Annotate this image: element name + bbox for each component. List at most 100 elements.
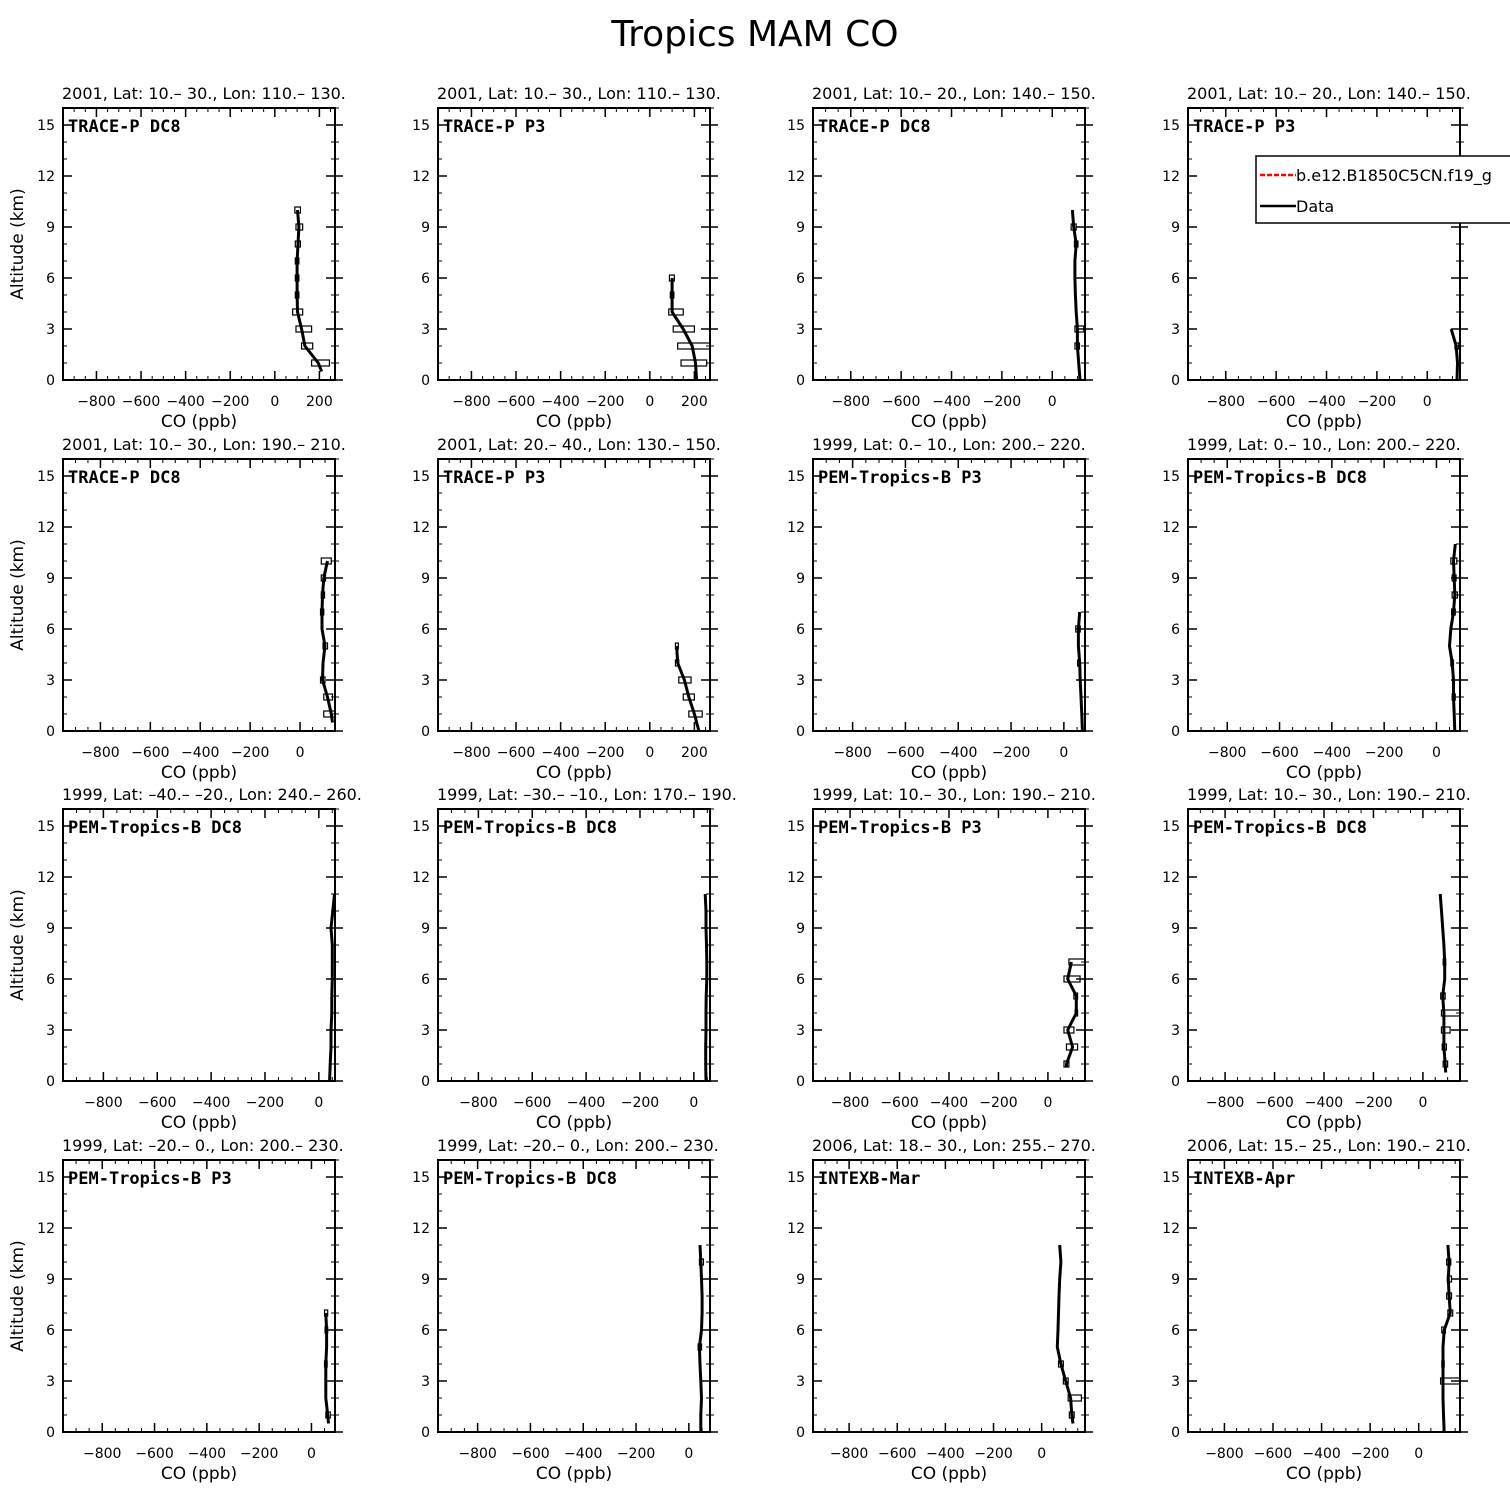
x-tick-label: −600 xyxy=(1257,394,1295,410)
x-tick-label: −600 xyxy=(131,745,169,761)
x-tick-label: −600 xyxy=(138,1095,176,1111)
legend-box xyxy=(1255,155,1510,224)
panel-subtitle: 1999, Lat: –20.– 0., Lon: 200.– 230. xyxy=(437,1136,719,1155)
x-tick-label: −600 xyxy=(878,1446,916,1462)
y-tick-label: 6 xyxy=(46,622,55,638)
error-box xyxy=(1440,1026,1451,1034)
y-tick-label: 12 xyxy=(1162,169,1180,185)
y-tick-label: 6 xyxy=(46,1323,55,1339)
panel-5: 2001, Lat: 10.– 30., Lon: 190.– 210. −800… xyxy=(8,435,346,783)
x-tick-label: 0 xyxy=(307,1446,316,1462)
panel-4: 2001, Lat: 10.– 20., Lon: 140.– 150. −800… xyxy=(1162,84,1471,432)
panel-subtitle: 1999, Lat: –20.– 0., Lon: 200.– 230. xyxy=(62,1136,344,1155)
y-tick-label: 12 xyxy=(37,520,55,536)
data-group xyxy=(674,642,703,731)
y-tick-label: 6 xyxy=(421,271,430,287)
y-tick-label: 9 xyxy=(421,921,430,937)
x-tick-label: −400 xyxy=(564,1446,602,1462)
x-tick-label: −200 xyxy=(621,1095,659,1111)
campaign-label: TRACE-P DC8 xyxy=(68,117,181,137)
panel-subtitle: 1999, Lat: 10.– 30., Lon: 190.– 210. xyxy=(1187,785,1471,804)
x-tick-label: −800 xyxy=(452,394,490,410)
x-tick-label: −400 xyxy=(166,394,204,410)
y-tick-label: 12 xyxy=(787,870,805,886)
data-line xyxy=(1055,1244,1075,1424)
x-tick-label: −200 xyxy=(240,1446,278,1462)
y-tick-label: 3 xyxy=(796,1023,805,1039)
campaign-label: TRACE-P DC8 xyxy=(68,468,181,488)
campaign-label: TRACE-P DC8 xyxy=(818,117,931,137)
y-tick-label: 6 xyxy=(421,622,430,638)
y-tick-label: 6 xyxy=(796,622,805,638)
x-axis-label: CO (ppb) xyxy=(911,412,987,432)
data-line xyxy=(1438,893,1448,1073)
panel-subtitle: 1999, Lat: 0.– 10., Lon: 200.– 220. xyxy=(1187,435,1461,454)
x-axis-label: CO (ppb) xyxy=(911,1464,987,1484)
y-tick-label: 15 xyxy=(412,469,430,485)
campaign-label: TRACE-P P3 xyxy=(443,117,545,137)
plot-frame xyxy=(1187,458,1461,732)
x-tick-label: −200 xyxy=(979,1095,1017,1111)
x-tick-label: −800 xyxy=(459,1095,497,1111)
y-tick-label: 15 xyxy=(787,1170,805,1186)
x-tick-label: −800 xyxy=(832,394,870,410)
campaign-label: PEM-Tropics-B DC8 xyxy=(68,818,242,838)
panel-14: 1999, Lat: –20.– 0., Lon: 200.– 230. −800… xyxy=(412,1136,719,1484)
panel-1: 2001, Lat: 10.– 30., Lon: 110.– 130. −800… xyxy=(8,84,346,432)
y-tick-label: 12 xyxy=(1162,520,1180,536)
x-tick-label: −200 xyxy=(246,1095,284,1111)
plot-frame xyxy=(437,458,711,732)
y-tick-label: 12 xyxy=(787,520,805,536)
y-tick-label: 15 xyxy=(787,118,805,134)
x-tick-label: −600 xyxy=(1254,1446,1292,1462)
error-box xyxy=(1074,325,1085,333)
x-tick-label: −600 xyxy=(135,1446,173,1462)
x-tick-label: −400 xyxy=(1305,1095,1343,1111)
plot-frame xyxy=(437,1159,711,1433)
x-tick-label: 200 xyxy=(681,394,708,410)
y-tick-label: 12 xyxy=(412,870,430,886)
x-tick-label: 0 xyxy=(645,394,654,410)
x-tick-label: −600 xyxy=(886,745,924,761)
data-line xyxy=(295,209,323,373)
campaign-label: PEM-Tropics-B P3 xyxy=(818,818,982,838)
panel-15: 2006, Lat: 18.– 30., Lon: 255.– 270. −800… xyxy=(787,1136,1096,1484)
x-axis-label: CO (ppb) xyxy=(161,1464,237,1484)
x-tick-label: −400 xyxy=(192,1095,230,1111)
plot-frame xyxy=(1187,808,1461,1082)
plot-frame xyxy=(437,808,711,1082)
x-axis-label: CO (ppb) xyxy=(161,412,237,432)
plot-frame xyxy=(1187,107,1461,381)
y-tick-label: 0 xyxy=(1171,1425,1180,1441)
x-axis-label: CO (ppb) xyxy=(1286,1113,1362,1133)
campaign-label: PEM-Tropics-B DC8 xyxy=(443,818,617,838)
y-tick-label: 15 xyxy=(1162,1170,1180,1186)
panel-subtitle: 1999, Lat: 0.– 10., Lon: 200.– 220. xyxy=(812,435,1086,454)
panel-12: 1999, Lat: 10.– 30., Lon: 190.– 210. −800… xyxy=(1162,785,1471,1133)
x-tick-label: 0 xyxy=(1423,394,1432,410)
x-tick-label: −800 xyxy=(833,745,871,761)
y-tick-label: 6 xyxy=(796,972,805,988)
panel-10: 1999, Lat: –30.– –10., Lon: 170.– 190. −8… xyxy=(412,785,737,1133)
y-tick-label: 3 xyxy=(46,322,55,338)
legend-label: Data xyxy=(1296,197,1334,216)
data-group xyxy=(1448,543,1458,731)
y-tick-label: 0 xyxy=(46,373,55,389)
y-tick-label: 3 xyxy=(1171,322,1180,338)
y-tick-label: 15 xyxy=(1162,469,1180,485)
y-tick-label: 12 xyxy=(1162,870,1180,886)
x-tick-label: −800 xyxy=(1205,1446,1243,1462)
data-line xyxy=(324,1312,330,1424)
x-tick-label: −600 xyxy=(1255,1095,1293,1111)
data-group xyxy=(1070,209,1085,380)
y-tick-label: 6 xyxy=(796,271,805,287)
x-axis-label: CO (ppb) xyxy=(911,763,987,783)
y-tick-label: 0 xyxy=(46,724,55,740)
campaign-label: TRACE-P P3 xyxy=(1193,117,1295,137)
y-tick-label: 0 xyxy=(1171,1074,1180,1090)
x-tick-label: 0 xyxy=(1414,1446,1423,1462)
x-tick-label: 0 xyxy=(1432,745,1441,761)
x-tick-label: −600 xyxy=(880,1095,918,1111)
data-group xyxy=(292,206,331,373)
panel-subtitle: 2001, Lat: 10.– 30., Lon: 190.– 210. xyxy=(62,435,346,454)
